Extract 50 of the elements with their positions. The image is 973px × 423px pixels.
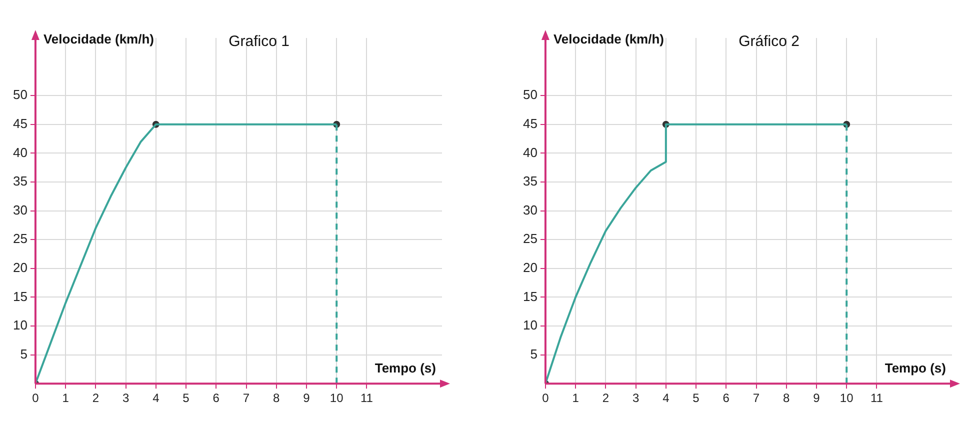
x-tick-label: 6 — [722, 391, 730, 406]
x-tick-label: 4 — [662, 391, 670, 406]
y-tick-label: 5 — [530, 346, 538, 362]
y-tick-label: 5 — [20, 346, 28, 362]
x-tick-label: 10 — [330, 391, 344, 406]
y-tick-label: 35 — [12, 174, 28, 189]
y-tick-label: 20 — [12, 260, 28, 275]
x-tick-label: 1 — [572, 391, 580, 406]
x-tick-label: 11 — [360, 391, 374, 406]
x-tick-label: 0 — [32, 391, 40, 406]
y-tick-label: 25 — [12, 231, 28, 246]
x-tick-label: 4 — [152, 391, 160, 406]
x-tick-label: 1 — [62, 391, 70, 406]
x-tick-label: 5 — [182, 391, 190, 406]
x-tick-label: 2 — [92, 391, 100, 406]
y-tick-label: 45 — [12, 116, 28, 131]
x-tick-label: 11 — [870, 391, 884, 406]
x-tick-label: 8 — [783, 391, 790, 406]
y-tick-label: 50 — [522, 87, 538, 102]
y-tick-label: 40 — [12, 144, 28, 160]
x-tick-label: 6 — [212, 391, 220, 406]
x-tick-label: 9 — [303, 391, 310, 406]
y-tick-label: 30 — [12, 202, 28, 218]
x-tick-label: 7 — [752, 391, 760, 406]
y-tick-label: 15 — [522, 288, 538, 304]
y-tick-label: 10 — [12, 318, 28, 333]
x-tick-label: 7 — [242, 391, 250, 406]
y-tick-label: 10 — [522, 318, 538, 333]
x-tick-label: 8 — [273, 391, 280, 406]
y-axis-title: Velocidade (km/h) — [43, 32, 154, 47]
x-tick-label: 10 — [840, 391, 854, 406]
y-tick-label: 15 — [12, 288, 28, 304]
x-tick-label: 3 — [632, 391, 640, 406]
y-tick-label: 45 — [522, 116, 538, 131]
x-axis-title: Tempo (s) — [374, 360, 436, 376]
y-tick-label: 25 — [522, 231, 538, 246]
y-axis-title: Velocidade (km/h) — [553, 32, 664, 47]
y-tick-label: 40 — [522, 144, 538, 160]
chart-title: Grafico 1 — [228, 33, 290, 50]
y-tick-label: 50 — [12, 87, 28, 102]
y-tick-label: 35 — [522, 174, 538, 189]
x-tick-label: 3 — [122, 391, 130, 406]
x-tick-label: 0 — [542, 391, 550, 406]
x-tick-label: 2 — [602, 391, 610, 406]
y-tick-label: 30 — [522, 202, 538, 218]
chart-title: Gráfico 2 — [738, 33, 800, 50]
x-axis-title: Tempo (s) — [884, 360, 946, 376]
x-tick-label: 9 — [813, 391, 820, 406]
y-tick-label: 20 — [522, 260, 538, 275]
x-tick-label: 5 — [692, 391, 700, 406]
